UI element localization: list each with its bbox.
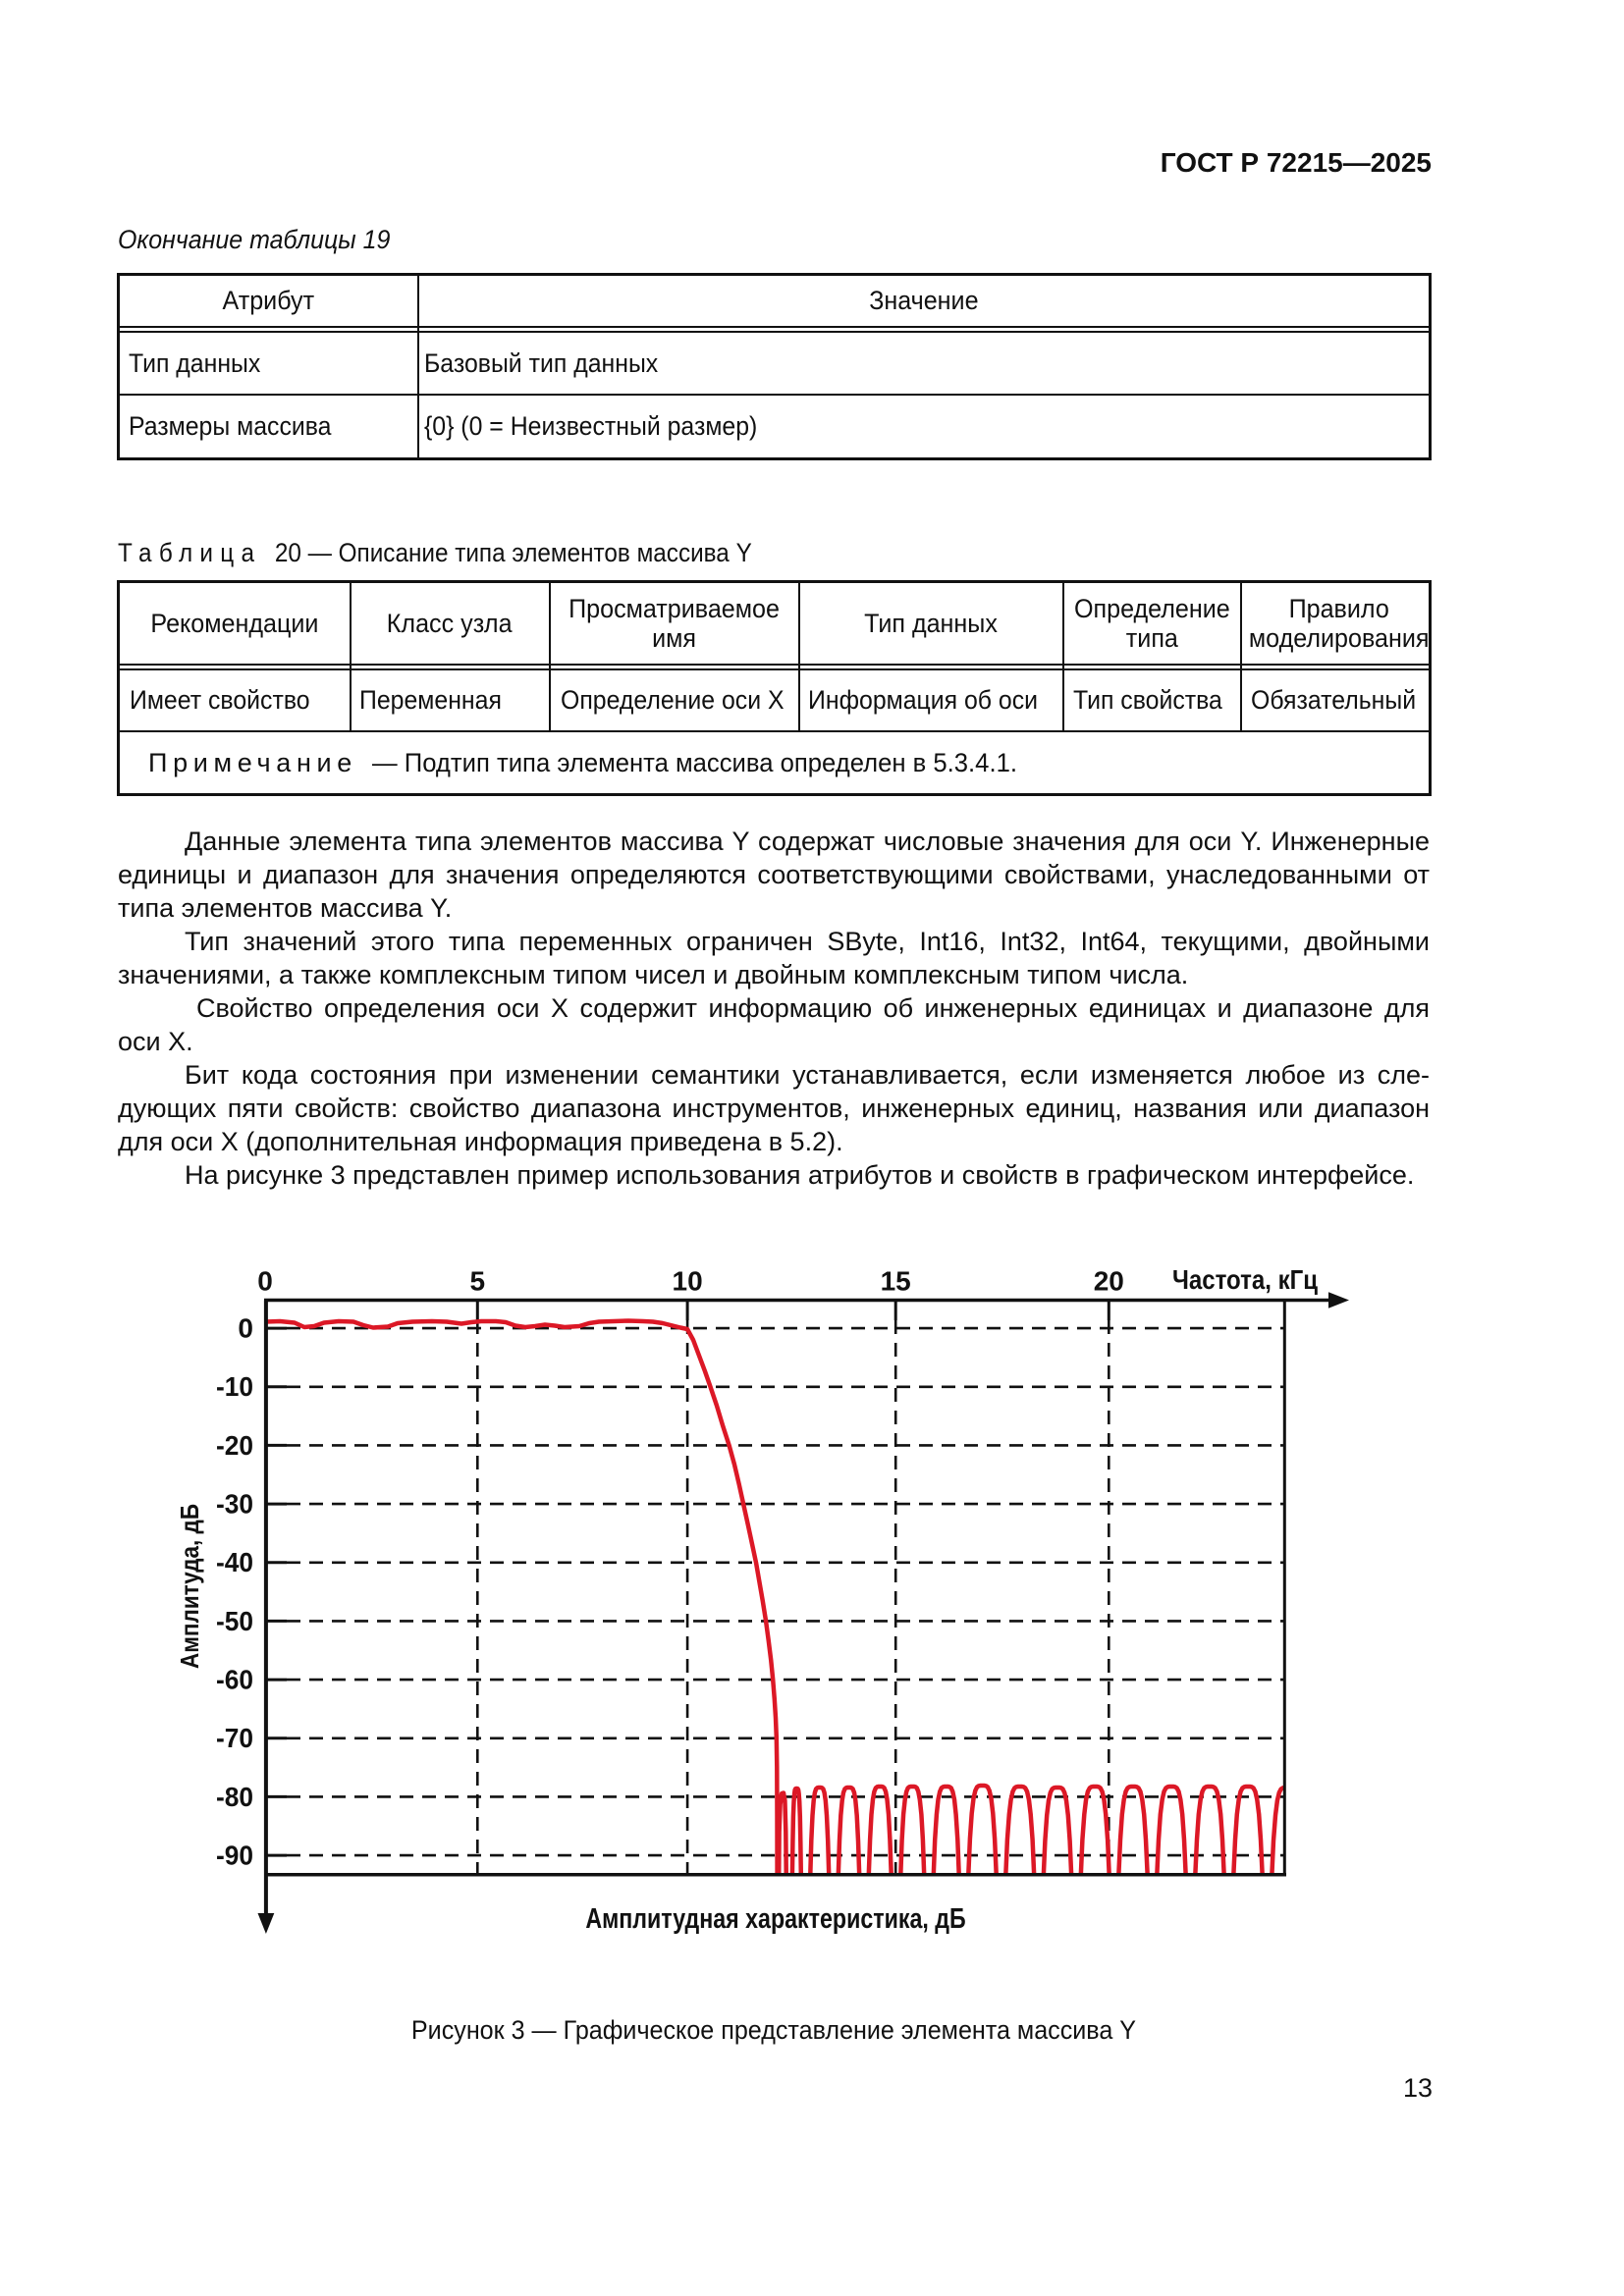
svg-text:10: 10 bbox=[673, 1266, 703, 1297]
svg-text:5: 5 bbox=[470, 1266, 486, 1297]
svg-text:-90: -90 bbox=[216, 1841, 253, 1871]
svg-text:-70: -70 bbox=[216, 1723, 253, 1753]
svg-text:0: 0 bbox=[257, 1266, 273, 1297]
svg-text:20: 20 bbox=[1094, 1266, 1124, 1297]
svg-text:-30: -30 bbox=[216, 1489, 253, 1520]
svg-text:0: 0 bbox=[238, 1313, 253, 1344]
svg-text:-50: -50 bbox=[216, 1606, 253, 1636]
svg-text:-10: -10 bbox=[216, 1371, 253, 1402]
svg-text:Амплитуда, дБ: Амплитуда, дБ bbox=[175, 1504, 204, 1669]
svg-text:-80: -80 bbox=[216, 1782, 253, 1812]
svg-text:Частота, кГц: Частота, кГц bbox=[1172, 1264, 1318, 1295]
svg-text:-60: -60 bbox=[216, 1665, 253, 1695]
svg-text:-40: -40 bbox=[216, 1547, 253, 1577]
svg-text:15: 15 bbox=[881, 1266, 911, 1297]
svg-text:-20: -20 bbox=[216, 1430, 253, 1461]
